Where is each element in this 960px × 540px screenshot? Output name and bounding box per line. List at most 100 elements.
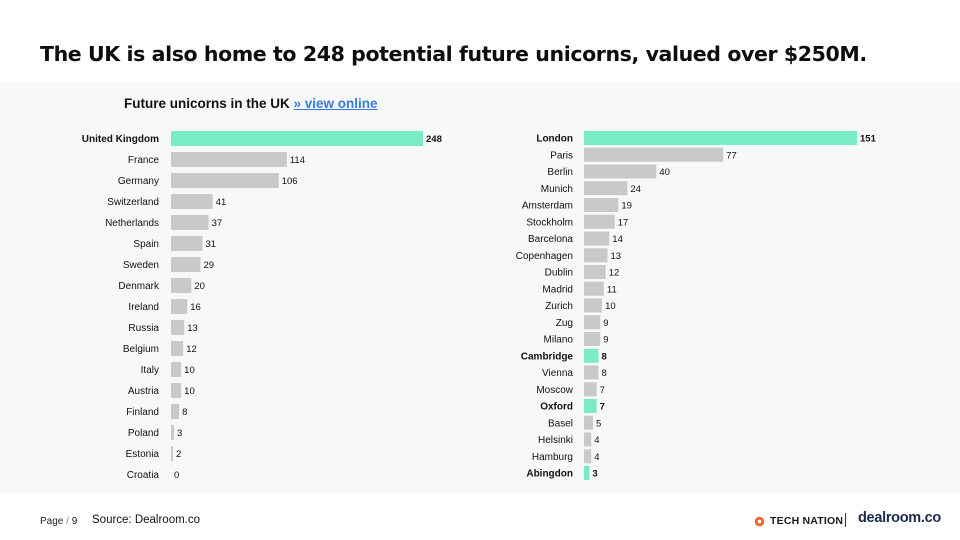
value-label-zurich: 10 (605, 301, 616, 312)
bar-italy (171, 362, 182, 377)
value-label-croatia: 0 (174, 470, 179, 481)
bar-netherlands (171, 215, 209, 230)
bar-basel (584, 415, 594, 430)
category-label-vienna: Vienna (542, 368, 573, 379)
category-label-helsinki: Helsinki (538, 435, 573, 446)
category-label-basel: Basel (548, 418, 573, 429)
category-label-denmark: Denmark (118, 281, 160, 292)
category-label-milano: Milano (544, 335, 574, 346)
value-label-milano: 9 (603, 335, 608, 346)
category-label-oxford: Oxford (540, 402, 573, 413)
category-label-moscow: Moscow (536, 385, 573, 396)
value-label-munich: 24 (630, 184, 641, 195)
page-headline: The UK is also home to 248 potential fut… (40, 42, 867, 66)
category-label-abingdon: Abingdon (526, 469, 573, 480)
bar-stockholm (584, 214, 615, 229)
value-label-united-kingdom: 248 (426, 134, 442, 145)
bar-madrid (584, 281, 604, 296)
category-label-copenhagen: Copenhagen (516, 251, 573, 262)
value-label-berlin: 40 (659, 167, 670, 178)
category-label-switzerland: Switzerland (107, 197, 159, 208)
value-label-moscow: 7 (600, 385, 605, 396)
value-label-abingdon: 3 (592, 469, 597, 480)
category-label-finland: Finland (126, 407, 159, 418)
bar-denmark (171, 278, 192, 293)
value-label-finland: 8 (182, 407, 187, 418)
value-label-germany: 106 (282, 176, 298, 187)
category-label-russia: Russia (128, 323, 159, 334)
value-label-spain: 31 (206, 239, 217, 250)
category-label-munich: Munich (541, 184, 573, 195)
tech-nation-logo: TECH NATION (754, 515, 843, 527)
value-label-denmark: 20 (194, 281, 205, 292)
category-label-barcelona: Barcelona (528, 234, 573, 245)
bar-berlin (584, 164, 657, 179)
category-label-dublin: Dublin (545, 268, 573, 279)
source-note: Source: Dealroom.co (92, 514, 201, 526)
chart-title: Future unicorns in the UK » view online (124, 96, 378, 111)
category-label-stockholm: Stockholm (526, 217, 573, 228)
bar-abingdon (584, 466, 590, 480)
bar-vienna (584, 365, 599, 380)
view-online-link[interactable]: » view online (293, 96, 378, 111)
dealroom-logo: dealroom.co (858, 510, 941, 526)
bar-munich (584, 181, 628, 196)
category-label-london: London (536, 134, 573, 145)
bar-russia (171, 320, 185, 335)
value-label-zug: 9 (603, 318, 608, 329)
value-label-vienna: 8 (601, 368, 606, 379)
bar-milano (584, 332, 601, 346)
value-label-austria: 10 (184, 386, 195, 397)
bar-cambridge (584, 348, 599, 363)
bar-austria (171, 383, 182, 398)
tech-nation-wordmark: TECH NATION (770, 515, 844, 527)
category-label-austria: Austria (128, 386, 160, 397)
bar-germany (171, 173, 279, 188)
category-label-germany: Germany (118, 176, 159, 187)
value-label-oxford: 7 (600, 402, 605, 413)
bar-ireland (171, 299, 188, 314)
value-label-cambridge: 8 (601, 351, 606, 362)
tech-nation-gear-icon (754, 516, 765, 526)
category-label-united-kingdom: United Kingdom (82, 134, 159, 145)
bar-belgium (171, 341, 184, 356)
category-label-belgium: Belgium (123, 344, 159, 355)
bar-finland (171, 404, 180, 419)
bar-dublin (584, 265, 606, 279)
chart-panel (0, 82, 960, 493)
category-label-berlin: Berlin (547, 167, 573, 178)
bar-hamburg (584, 449, 592, 464)
category-label-paris: Paris (550, 150, 573, 161)
value-label-helsinki: 4 (594, 435, 599, 446)
bar-paris (584, 147, 724, 162)
category-label-france: France (128, 155, 160, 166)
bar-barcelona (584, 231, 610, 246)
category-label-cambridge: Cambridge (521, 351, 574, 362)
bar-moscow (584, 382, 597, 397)
bar-united-kingdom (171, 131, 423, 146)
value-label-london: 151 (860, 134, 877, 145)
category-label-zug: Zug (556, 318, 573, 329)
value-label-ireland: 16 (190, 302, 201, 313)
bar-france (171, 152, 287, 167)
value-label-netherlands: 37 (212, 218, 223, 229)
category-label-zurich: Zurich (545, 301, 573, 312)
value-label-copenhagen: 13 (611, 251, 622, 262)
category-label-amsterdam: Amsterdam (522, 201, 573, 212)
category-label-netherlands: Netherlands (105, 218, 159, 229)
value-label-paris: 77 (726, 150, 737, 161)
bar-zug (584, 315, 601, 330)
value-label-switzerland: 41 (216, 197, 227, 208)
bar-helsinki (584, 432, 592, 447)
value-label-madrid: 11 (607, 284, 617, 295)
bar-estonia (171, 446, 174, 461)
bar-spain (171, 236, 203, 251)
chart-title-text: Future unicorns in the UK (124, 96, 290, 111)
category-label-ireland: Ireland (128, 302, 159, 313)
bar-london (584, 131, 857, 145)
bar-amsterdam (584, 198, 619, 212)
category-label-sweden: Sweden (123, 260, 159, 271)
page-number: 9 (71, 516, 78, 527)
page-separator: / (66, 516, 69, 527)
value-label-dublin: 12 (609, 268, 620, 279)
